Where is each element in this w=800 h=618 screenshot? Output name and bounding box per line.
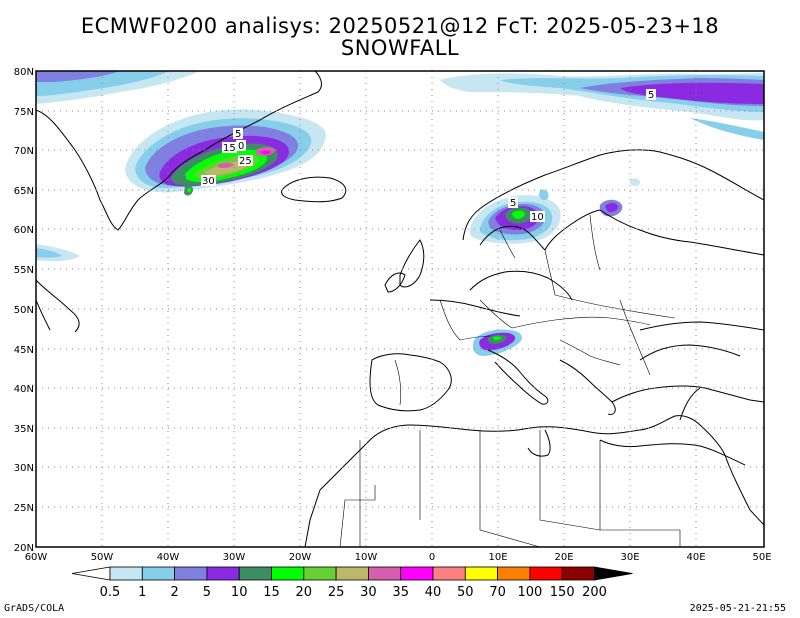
contour-labels: 5 0 15 25 30 5 10 5	[201, 89, 656, 223]
colorbar-label: 10	[231, 585, 248, 600]
snow-top-left	[36, 71, 200, 262]
colorbar-swatch	[335, 566, 369, 581]
lat-label: 25N	[14, 503, 34, 514]
lon-label: 10E	[488, 552, 507, 563]
colorbar-label: 15	[263, 585, 280, 600]
lon-label: 60W	[25, 552, 48, 563]
plot-area: 5 0 15 25 30 5 10 5	[36, 71, 764, 547]
lat-label: 45N	[14, 345, 34, 356]
colorbar-swatch	[141, 566, 176, 581]
colorbar-swatch	[400, 566, 434, 581]
lat-label: 30N	[14, 463, 34, 474]
lat-label: 40N	[14, 384, 34, 395]
footer-credit: GrADS/COLA	[4, 603, 65, 614]
colorbar-label: 25	[328, 585, 345, 600]
colorbar-label: 30	[360, 585, 377, 600]
colorbar-label: 150	[550, 585, 575, 600]
lon-label: 50E	[752, 552, 771, 563]
snow-arctic	[440, 73, 764, 140]
plot-frame	[35, 70, 765, 548]
colorbar-label: 40	[425, 585, 442, 600]
colorbar-swatch	[497, 566, 531, 581]
colorbar-swatch	[464, 566, 498, 581]
lon-label: 20W	[289, 552, 312, 563]
contour-label: 5	[235, 129, 241, 140]
lat-label: 50N	[14, 305, 34, 316]
colorbar-label: 20	[296, 585, 313, 600]
colorbar-swatch	[109, 566, 143, 581]
lon-label: 30W	[223, 552, 246, 563]
lat-label: 35N	[14, 424, 34, 435]
colorbar-label: 35	[392, 585, 409, 600]
contour-label: 25	[239, 156, 252, 167]
country-borders	[339, 214, 681, 547]
colorbar-swatch	[206, 566, 240, 581]
lat-label: 55N	[14, 265, 34, 276]
lat-axis-labels: 80N 75N 70N 65N 60N 55N 50N 45N 40N 35N …	[14, 67, 34, 554]
colorbar-swatch	[174, 566, 208, 581]
contour-label: 5	[648, 90, 654, 101]
colorbar-label: 70	[489, 585, 506, 600]
lon-label: 50W	[91, 552, 114, 563]
colorbar-swatch	[238, 566, 272, 581]
colorbar-arrow-high	[594, 566, 633, 581]
coastlines	[36, 71, 764, 547]
contour-label: 30	[202, 176, 215, 187]
colorbar-swatch	[271, 566, 305, 581]
lon-label: 40E	[686, 552, 705, 563]
contour-label: 15	[223, 143, 236, 154]
lon-axis-labels: 60W 50W 40W 30W 20W 10W 0 10E 20E 30E 40…	[25, 552, 772, 563]
lat-label: 75N	[14, 107, 34, 118]
snow-greenland	[125, 109, 326, 196]
lat-label: 20N	[14, 543, 34, 554]
colorbar-label: 100	[517, 585, 542, 600]
contour-label: 0	[238, 141, 244, 152]
lon-label: 0	[429, 552, 435, 563]
colorbar-label: 200	[582, 585, 607, 600]
map-title: ECMWF0200 analisys: 20250521@12 FcT: 202…	[80, 14, 720, 38]
lon-label: 20E	[554, 552, 573, 563]
lon-label: 10W	[355, 552, 378, 563]
colorbar-swatch	[303, 566, 337, 581]
colorbar-swatch	[561, 566, 595, 581]
colorbar-label: 1	[138, 585, 146, 600]
contour-label: 5	[510, 198, 516, 209]
footer-timestamp: 2025-05-21-21:55	[689, 603, 786, 614]
colorbar-arrow-low	[71, 566, 111, 581]
colorbar-label: 2	[170, 585, 178, 600]
colorbar-label: 5	[203, 585, 211, 600]
colorbar-swatch	[529, 566, 563, 581]
graticule	[36, 71, 764, 547]
contour-label: 10	[531, 212, 544, 223]
colorbar-label: 0.5	[100, 585, 121, 600]
lat-label: 80N	[14, 67, 34, 78]
map-subtitle: SNOWFALL	[340, 36, 460, 60]
colorbar-swatch	[367, 566, 402, 581]
lat-label: 65N	[14, 186, 34, 197]
lat-label: 70N	[14, 146, 34, 157]
lat-label: 60N	[14, 225, 34, 236]
lon-label: 30E	[620, 552, 639, 563]
colorbar: 0.5 1 2 5 10 15 20 25 30 35 40 50 70 100 150 200	[71, 566, 633, 600]
colorbar-label: 50	[457, 585, 474, 600]
lon-label: 40W	[157, 552, 180, 563]
colorbar-swatch	[432, 566, 466, 581]
